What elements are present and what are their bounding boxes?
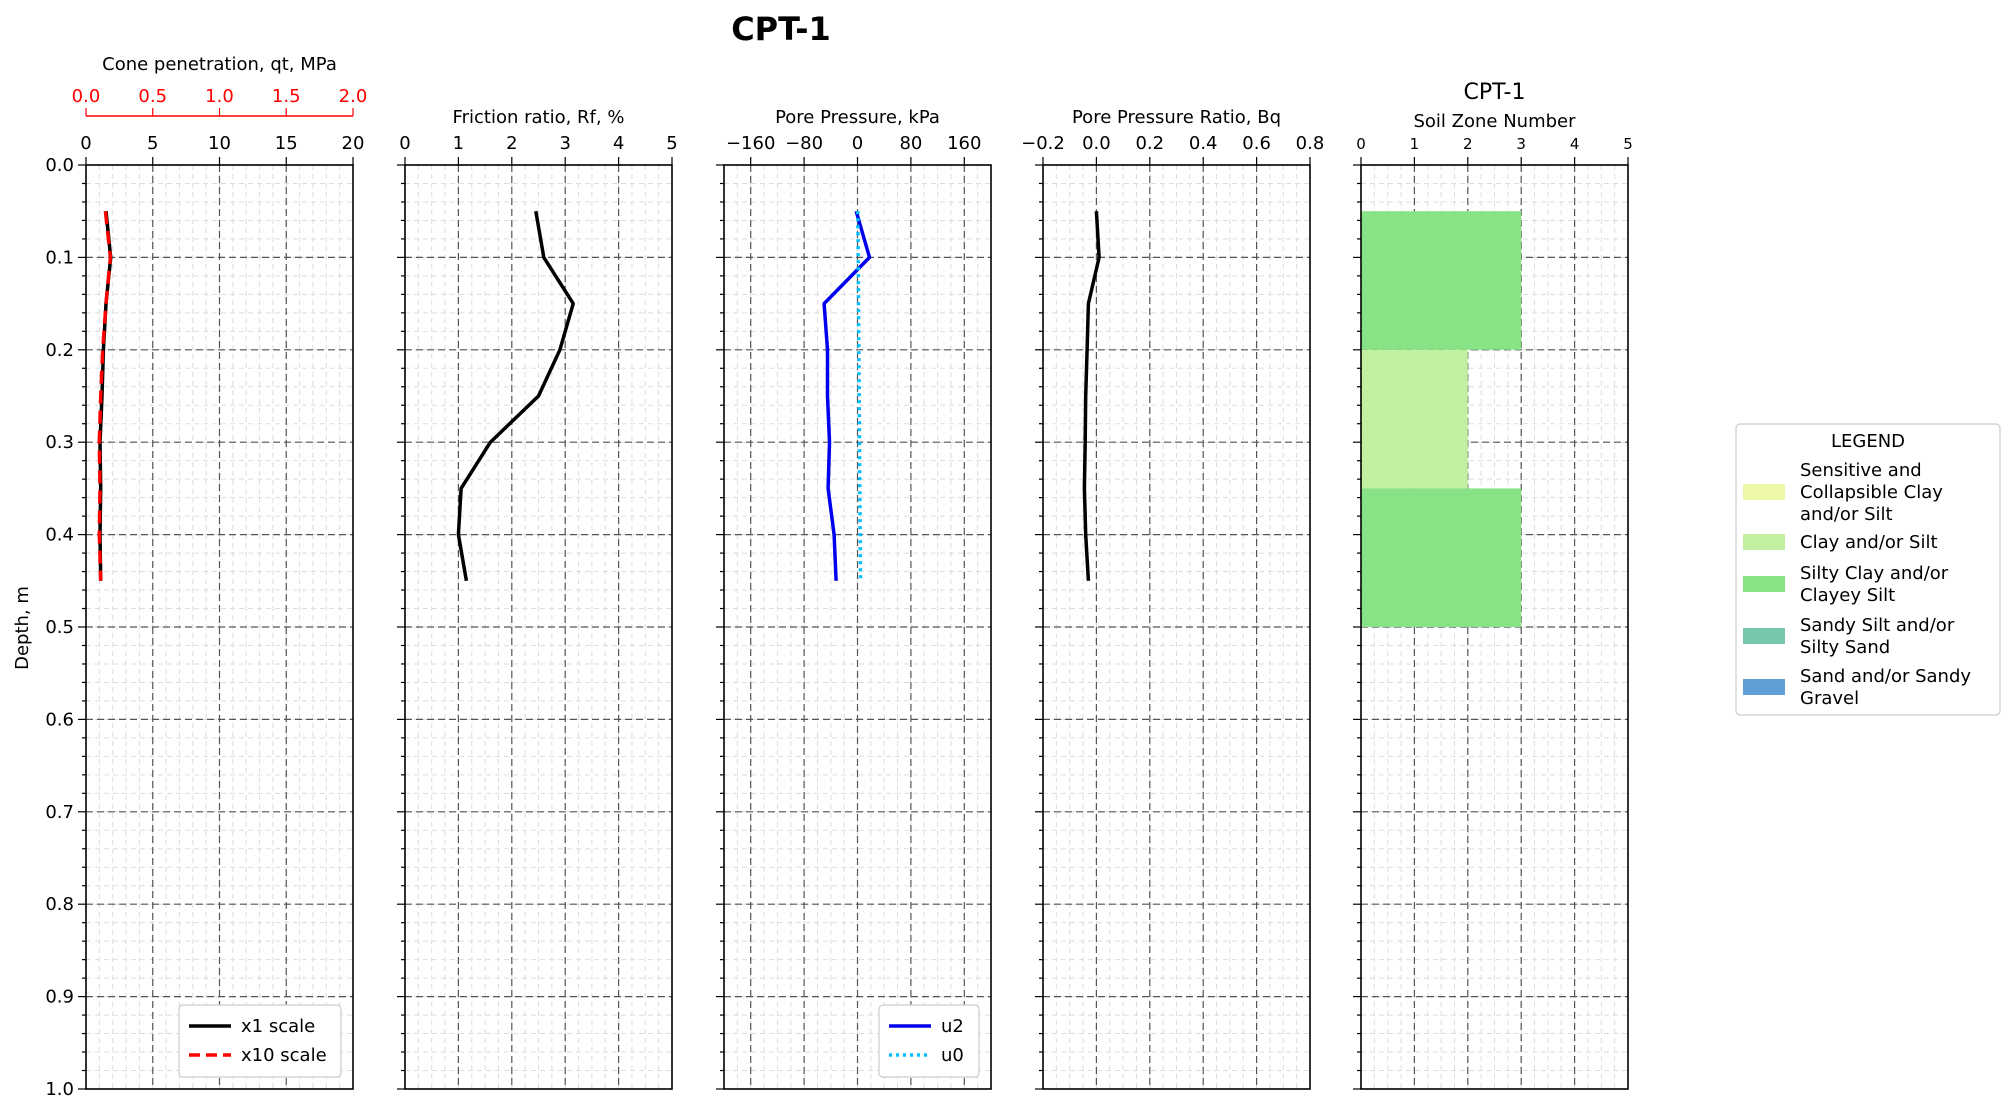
legend-color-swatch xyxy=(1743,679,1785,695)
y-tick-label: 0.2 xyxy=(45,340,74,361)
x-tick-label: 0.2 xyxy=(1135,133,1164,154)
y-tick-label: 0.7 xyxy=(45,802,74,823)
soil-zone-bar xyxy=(1361,349,1468,489)
secondary-x-tick-label: 0.0 xyxy=(72,86,101,107)
x-tick-label: 3 xyxy=(559,133,570,154)
x-tick-label: 80 xyxy=(899,133,922,154)
x-tick-label: 0.4 xyxy=(1189,133,1218,154)
x-tick-label: 20 xyxy=(342,133,365,154)
legend-label: x10 scale xyxy=(241,1045,327,1066)
legend-frame xyxy=(1735,423,2001,716)
legend-label: u0 xyxy=(941,1045,964,1066)
series-line-bq xyxy=(1082,211,1101,581)
legend-item-label: Sandy Silt and/or xyxy=(1800,615,1955,636)
legend-item-label: Collapsible Clay xyxy=(1800,482,1943,503)
x-tick-label: 0.6 xyxy=(1242,133,1271,154)
legend-color-swatch xyxy=(1743,576,1785,592)
x-tick-label: 160 xyxy=(947,133,981,154)
series-line-friction xyxy=(456,210,575,582)
x-axis-label: Pore Pressure, kPa xyxy=(775,107,940,128)
x-axis-label: Cone penetration, qt, MPa xyxy=(102,54,337,75)
panel-bq: −0.2 0.0 0.2 0.4 0.6 0.8 Pore Pressure Ratio, … xyxy=(1021,107,1325,1090)
legend-item-label: Clay and/or Silt xyxy=(1800,532,1938,553)
series-line-x10-scale xyxy=(97,211,113,581)
x-tick-label: −80 xyxy=(785,133,823,154)
series-line-u2 xyxy=(822,210,872,581)
x-tick-label: 2 xyxy=(1463,135,1473,153)
legend-item-label: and/or Silt xyxy=(1800,504,1893,525)
x-tick-label: 10 xyxy=(208,133,231,154)
x-axis-label: Soil Zone Number xyxy=(1413,111,1576,132)
x-tick-label: 3 xyxy=(1516,135,1526,153)
y-tick-label: 1.0 xyxy=(45,1079,74,1100)
figure-title: CPT-1 xyxy=(731,10,831,48)
x-axis-label: Friction ratio, Rf, % xyxy=(453,107,625,128)
legend-item-label: Clayey Silt xyxy=(1800,585,1895,606)
x-tick-label: 0.0 xyxy=(1082,133,1111,154)
legend-title: LEGEND xyxy=(1831,431,1905,452)
x-tick-label: −160 xyxy=(726,133,775,154)
legend-color-swatch xyxy=(1743,484,1785,500)
secondary-x-tick-label: 1.5 xyxy=(272,86,301,107)
x-axis-label: Pore Pressure Ratio, Bq xyxy=(1072,107,1281,128)
soil-zone-bar xyxy=(1361,488,1522,627)
legend-item-label: Gravel xyxy=(1800,688,1859,709)
x-tick-label: 2 xyxy=(506,133,517,154)
y-tick-label: 0.4 xyxy=(45,525,74,546)
panel-soil: 0 1 2 3 4 5 CPT-1 Soil Zone Number xyxy=(1353,80,1633,1090)
series-legend: x1 scale x10 scale xyxy=(178,1004,342,1078)
panel-cone: 0.0 0.1 0.2 0.3 0.4 0.5 0.6 0.7 0.8 0.9 1.0 0 5 10 15 2… xyxy=(45,54,367,1100)
x-tick-label: 5 xyxy=(1623,135,1633,153)
secondary-x-tick-label: 2.0 xyxy=(339,86,368,107)
y-tick-label: 0.8 xyxy=(45,894,74,915)
x-tick-label: −0.2 xyxy=(1021,133,1065,154)
panel-friction: 0 1 2 3 4 5 Friction ratio, Rf, % xyxy=(397,107,678,1090)
legend-label: x1 scale xyxy=(241,1016,315,1037)
soil-zone-bar xyxy=(1361,211,1522,350)
y-axis-label: Depth, m xyxy=(12,586,33,670)
x-tick-label: 5 xyxy=(666,133,677,154)
legend-color-swatch xyxy=(1743,534,1785,550)
x-tick-label: 0 xyxy=(852,133,863,154)
series-line-u0 xyxy=(856,211,863,581)
legend-item-label: Sand and/or Sandy xyxy=(1800,666,1971,687)
x-tick-label: 15 xyxy=(275,133,298,154)
x-tick-label: 4 xyxy=(1570,135,1580,153)
panel-title: CPT-1 xyxy=(1464,80,1526,105)
y-tick-label: 0.3 xyxy=(45,432,74,453)
y-tick-label: 0.0 xyxy=(45,155,74,176)
x-tick-label: 4 xyxy=(613,133,624,154)
secondary-x-tick-label: 1.0 xyxy=(205,86,234,107)
legend-item-label: Sensitive and xyxy=(1800,460,1922,481)
y-tick-label: 0.5 xyxy=(45,617,74,638)
secondary-x-tick-label: 0.5 xyxy=(138,86,167,107)
legend-item-label: Silty Clay and/or xyxy=(1800,563,1949,584)
y-tick-label: 0.6 xyxy=(45,709,74,730)
x-tick-label: 0 xyxy=(80,133,91,154)
series-legend-frame xyxy=(178,1004,342,1078)
x-tick-label: 0 xyxy=(1356,135,1366,153)
series-legend-frame xyxy=(878,1004,980,1078)
legend-color-swatch xyxy=(1743,628,1785,644)
y-tick-label: 0.1 xyxy=(45,247,74,268)
legend-label: u2 xyxy=(941,1016,964,1037)
legend-item-label: Silty Sand xyxy=(1800,637,1890,658)
y-tick-label: 0.9 xyxy=(45,987,74,1008)
x-tick-label: 1 xyxy=(1410,135,1420,153)
x-tick-label: 5 xyxy=(147,133,158,154)
x-tick-label: 0 xyxy=(399,133,410,154)
x-tick-label: 1 xyxy=(453,133,464,154)
panels: 0.00.10.20.30.40.50.60.70.80.91.00 5 10 15 2… xyxy=(45,54,1632,1100)
x-tick-label: 0.8 xyxy=(1296,133,1325,154)
